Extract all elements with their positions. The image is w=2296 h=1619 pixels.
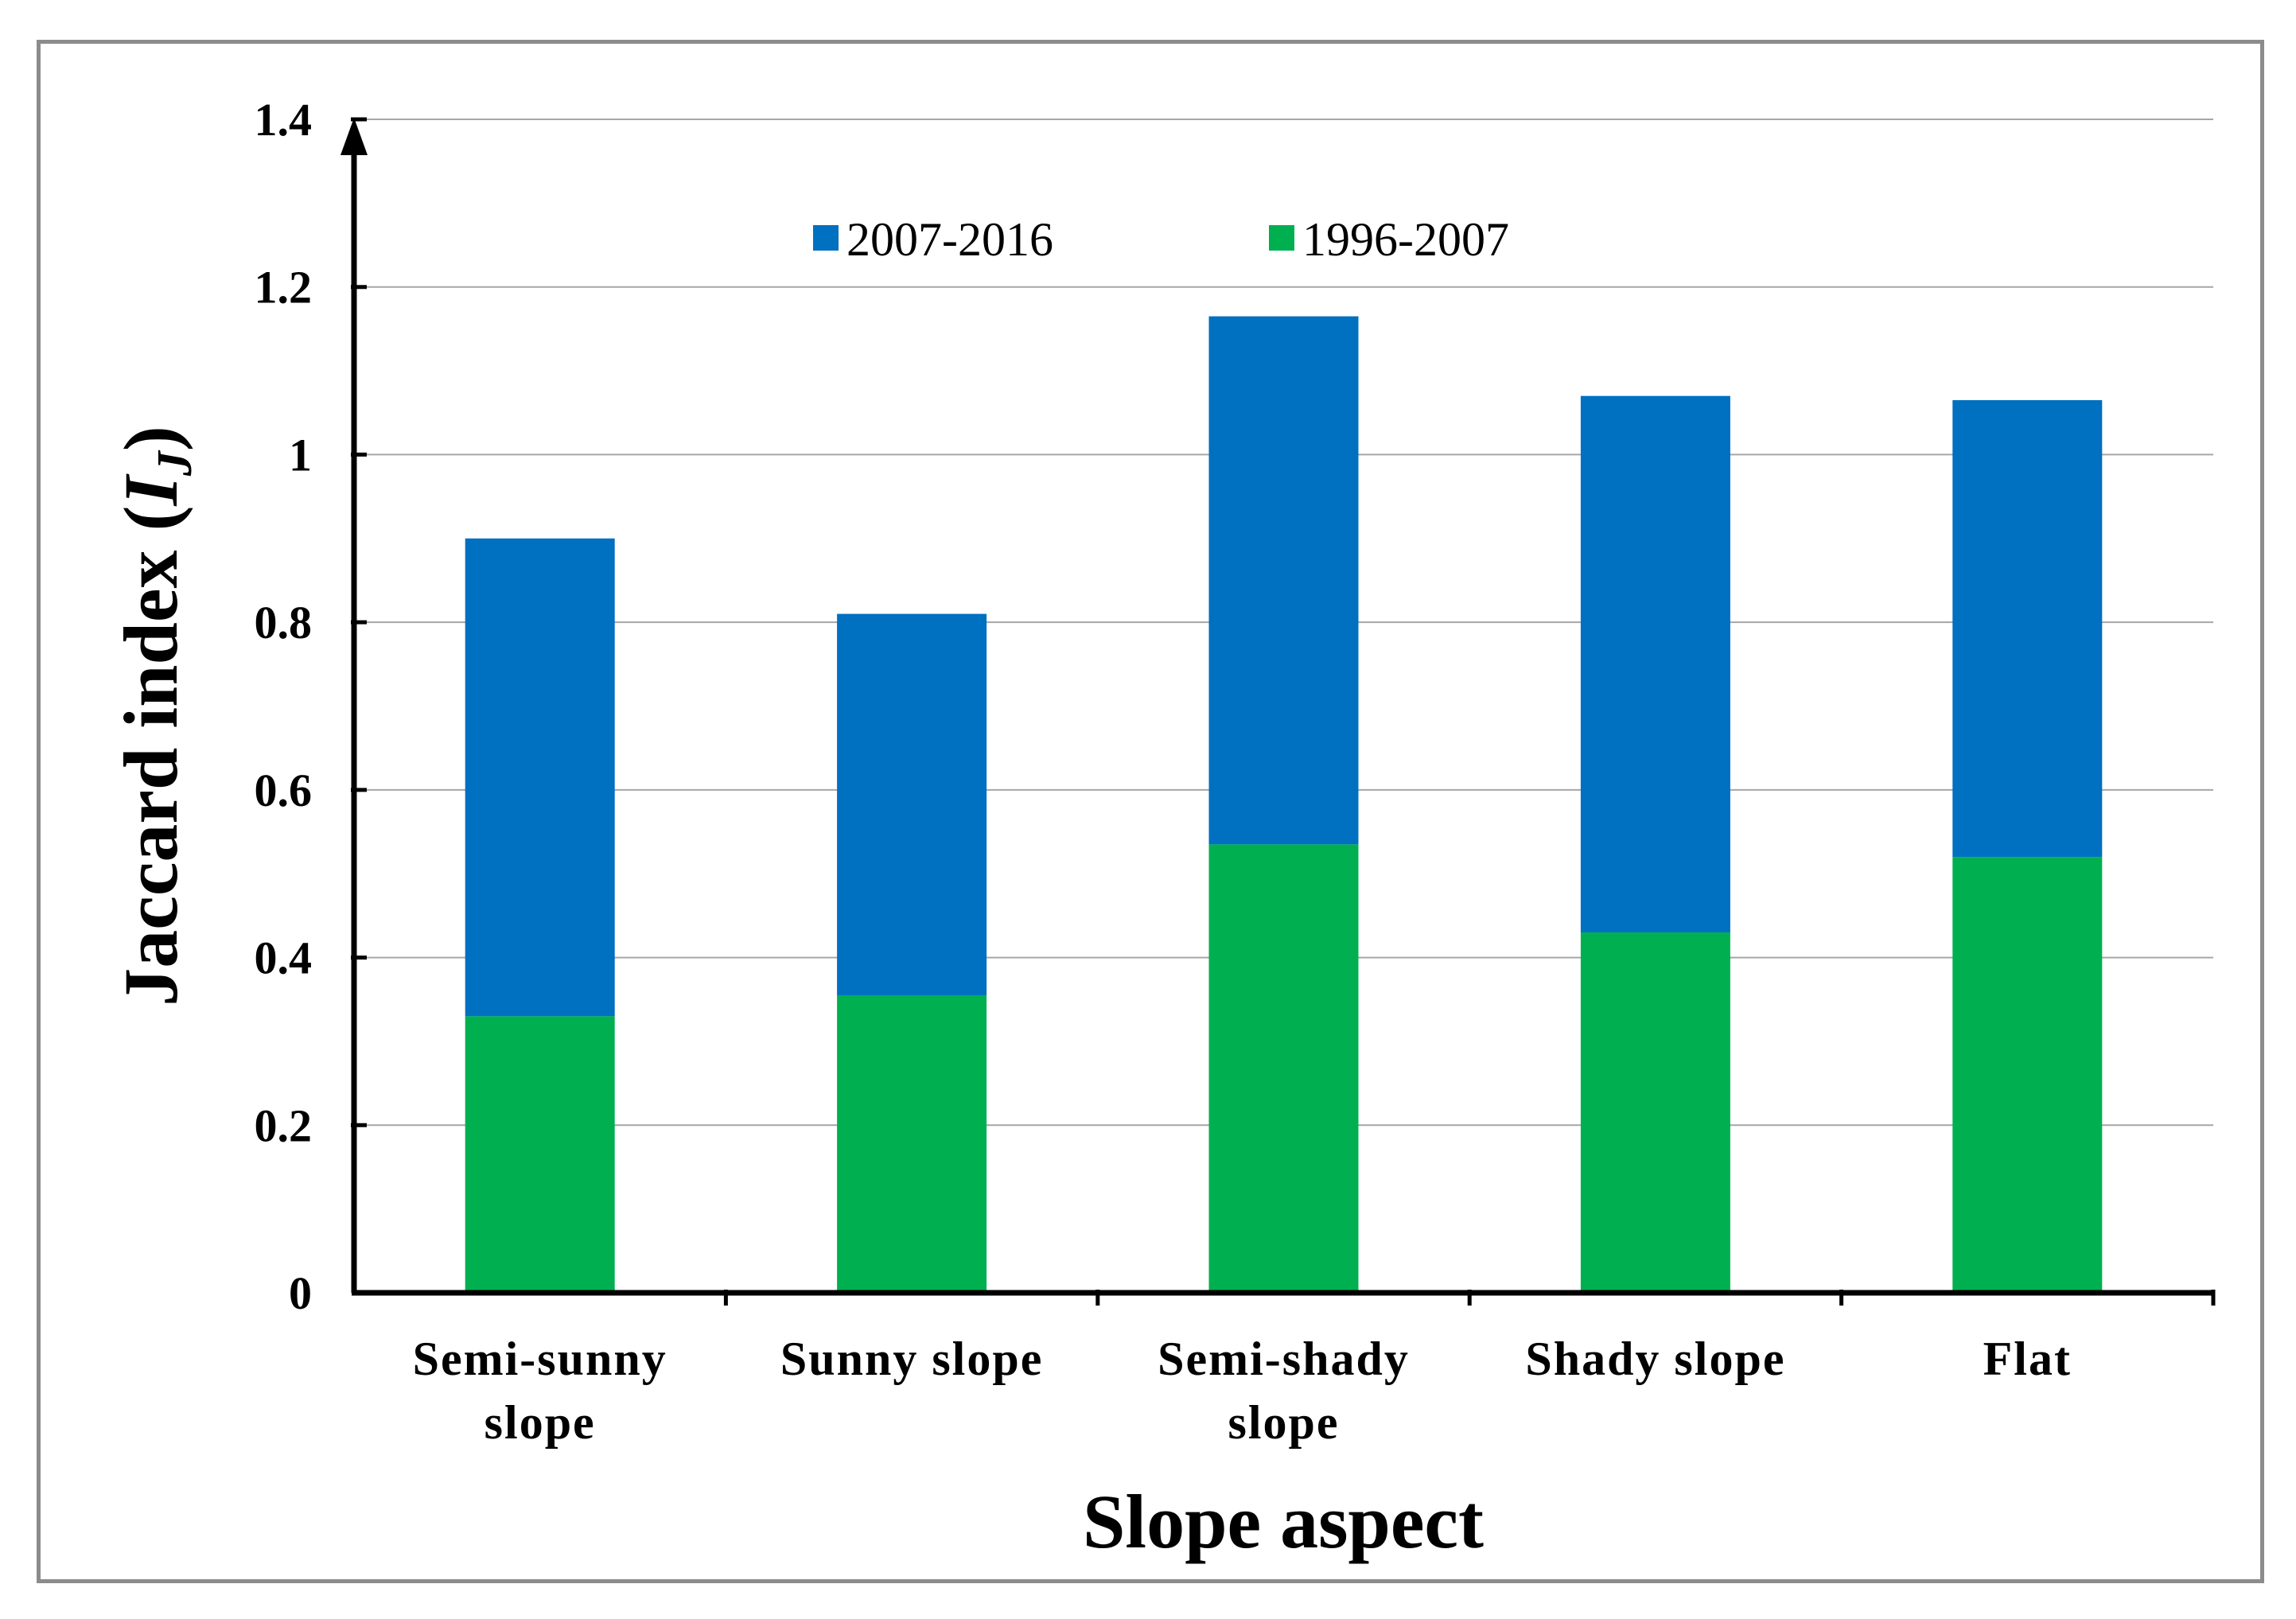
x-category-label-line: Shady slope bbox=[1525, 1333, 1785, 1385]
legend-label: 1996-2007 bbox=[1302, 213, 1509, 266]
y-axis-title-subscript: J bbox=[148, 450, 202, 477]
y-tick-label: 0.4 bbox=[255, 932, 313, 984]
y-tick-label: 0.8 bbox=[255, 597, 313, 648]
figure-frame bbox=[37, 40, 2264, 1583]
x-category-label: Flat bbox=[1983, 1333, 2072, 1385]
x-category-label-line: slope bbox=[484, 1396, 596, 1449]
legend-swatch bbox=[1269, 225, 1294, 251]
x-category-label-line: Sunny slope bbox=[780, 1333, 1044, 1385]
y-axis-title-symbol: I bbox=[108, 473, 193, 507]
bar-1996-2007-3 bbox=[1580, 932, 1730, 1293]
bars bbox=[465, 316, 2103, 1293]
x-category-label-line: Flat bbox=[1983, 1333, 2072, 1385]
axes bbox=[341, 118, 2213, 1296]
legend: 2007-2016 1996-2007 bbox=[813, 213, 1509, 266]
y-tick-label: 1 bbox=[289, 429, 312, 481]
x-axis-title: Slope aspect bbox=[1083, 1479, 1484, 1564]
x-category-label: Semi-sunny slope bbox=[413, 1333, 667, 1449]
y-tick-labels: 0 0.2 0.4 0.6 0.8 1 1.2 1.4 bbox=[255, 94, 313, 1319]
bar-2007-2016-2 bbox=[1208, 316, 1359, 845]
y-tick-label: 1.4 bbox=[255, 94, 313, 146]
y-tick-label: 1.2 bbox=[255, 262, 313, 313]
x-category-labels: Semi-sunny slope Sunny slope Semi-shady slop… bbox=[413, 1333, 2072, 1449]
bar-2007-2016-3 bbox=[1580, 395, 1730, 932]
bar-1996-2007-2 bbox=[1208, 844, 1359, 1293]
legend-label: 2007-2016 bbox=[846, 213, 1053, 266]
x-category-label-line: Semi-sunny bbox=[413, 1333, 667, 1385]
y-axis-title-text: Jaccard index ( bbox=[108, 506, 193, 1006]
bar-2007-2016-0 bbox=[465, 538, 615, 1017]
x-category-label-line: Semi-shady bbox=[1158, 1333, 1410, 1385]
x-category-label: Semi-shady slope bbox=[1158, 1333, 1410, 1449]
x-tick-marks bbox=[723, 1290, 2216, 1306]
y-tick-label: 0.2 bbox=[255, 1099, 313, 1151]
legend-swatch bbox=[813, 225, 839, 251]
bar-1996-2007-4 bbox=[1952, 857, 2103, 1293]
bar-2007-2016-4 bbox=[1952, 399, 2103, 858]
y-axis-arrow bbox=[341, 118, 368, 155]
y-axis-title-close: ) bbox=[108, 426, 193, 451]
x-category-label-line: slope bbox=[1228, 1396, 1339, 1449]
y-axis-title: Jaccard index (IJ) bbox=[108, 426, 202, 1006]
x-category-label: Shady slope bbox=[1525, 1333, 1785, 1385]
bar-1996-2007-0 bbox=[465, 1016, 615, 1293]
x-category-label: Sunny slope bbox=[780, 1333, 1044, 1385]
y-tick-label: 0.6 bbox=[255, 765, 313, 816]
bar-1996-2007-1 bbox=[837, 994, 987, 1293]
bar-2007-2016-1 bbox=[837, 613, 987, 995]
y-tick-label: 0 bbox=[289, 1267, 312, 1319]
